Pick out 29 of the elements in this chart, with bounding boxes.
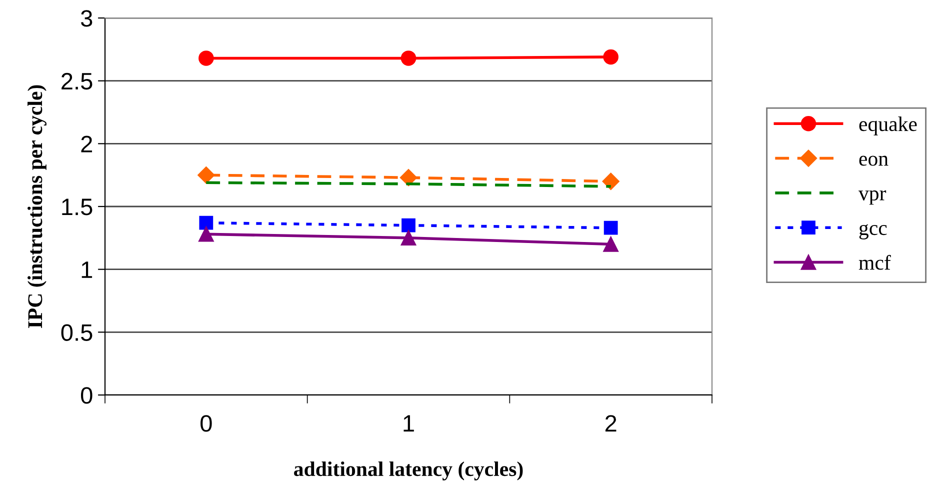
legend-label: equake — [859, 116, 917, 136]
y-tick-label: 1 — [82, 262, 92, 278]
point — [603, 49, 618, 65]
y-tick-label: 0.5 — [61, 324, 92, 341]
y-tick-label: 2 — [81, 136, 92, 152]
y-tick-label: 2.5 — [62, 72, 92, 90]
y-tick-label: 1.5 — [62, 198, 92, 216]
y-axis-title: IPC (instructions per cycle) — [28, 85, 46, 328]
point — [198, 50, 214, 66]
x-tick-label: 1 — [404, 415, 414, 432]
point — [400, 169, 418, 186]
point — [402, 218, 416, 232]
point — [198, 166, 215, 184]
legend-label: mcf — [858, 254, 891, 270]
x-axis-title: additional latency (cycles) — [294, 461, 523, 480]
point — [199, 216, 214, 230]
point — [602, 172, 620, 190]
legend-label: gcc — [859, 224, 887, 240]
point — [603, 236, 618, 252]
point — [198, 226, 214, 242]
x-tick-label: 0 — [200, 415, 212, 432]
point — [400, 50, 416, 66]
legend-label: eon — [859, 156, 888, 166]
x-tick-label: 2 — [605, 415, 616, 432]
y-tick-label: 0 — [80, 387, 92, 404]
point — [400, 230, 416, 246]
y-tick-label: 3 — [80, 10, 92, 27]
legend-label: vpr — [858, 190, 886, 205]
point — [604, 220, 618, 235]
